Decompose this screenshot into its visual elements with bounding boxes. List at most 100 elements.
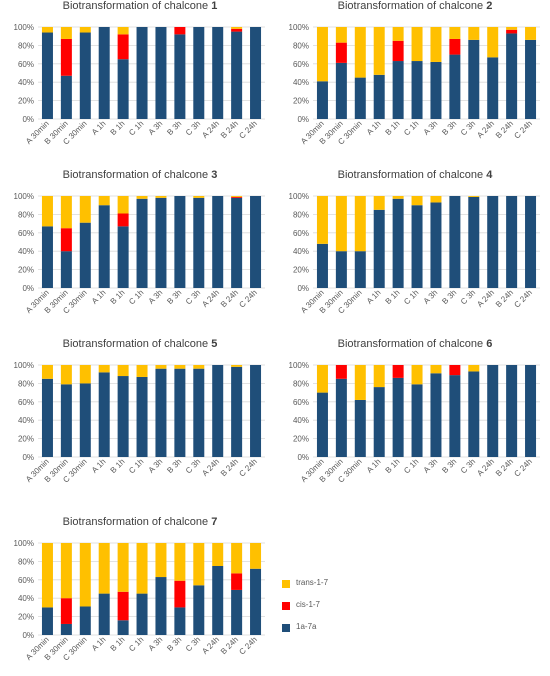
bar-segment-1a-7a: [354, 399, 366, 457]
bar-segment-1a-7a: [155, 368, 167, 457]
bar-segment-trans-1-7: [98, 365, 110, 373]
bar-segment-trans-1-7: [449, 27, 461, 39]
x-tick-label: A 24h: [200, 119, 221, 140]
y-tick-label: 0%: [297, 453, 309, 462]
y-tick-label: 0%: [22, 115, 34, 124]
bar-segment-1a-7a: [231, 589, 243, 635]
bar-segment-trans-1-7: [193, 543, 205, 586]
x-tick-label: B 24h: [219, 288, 240, 309]
bar-segment-trans-1-7: [411, 27, 423, 62]
bar-segment-1a-7a: [41, 378, 53, 457]
y-tick-label: 100%: [289, 23, 309, 32]
bar-segment-trans-1-7: [79, 543, 91, 607]
bar-segment-trans-1-7: [316, 196, 328, 244]
bar-segment-1a-7a: [174, 196, 186, 288]
x-tick-label: B 1h: [109, 635, 127, 653]
bar-segment-1a-7a: [430, 373, 442, 457]
bar-segment-1a-7a: [316, 81, 328, 119]
bar-segment-trans-1-7: [468, 27, 480, 40]
x-tick-label: B 24h: [219, 119, 240, 140]
bar-segment-trans-1-7: [193, 196, 205, 198]
y-tick-label: 60%: [18, 229, 34, 238]
bar-segment-trans-1-7: [60, 543, 72, 599]
bar-segment-cis-1-7: [231, 573, 243, 590]
x-tick-label: A 24h: [200, 635, 221, 656]
bar-segment-trans-1-7: [487, 27, 499, 58]
chart-title: Biotransformation of chalcone 4: [337, 169, 493, 181]
y-tick-label: 40%: [18, 594, 34, 603]
bar-segment-1a-7a: [449, 54, 461, 119]
bar-segment-1a-7a: [250, 196, 262, 288]
x-tick-label: C 1h: [402, 288, 420, 306]
bar-segment-trans-1-7: [373, 196, 385, 210]
y-tick-label: 60%: [293, 229, 309, 238]
y-tick-label: 80%: [18, 557, 34, 566]
chart-panel-2: Biotransformation of chalcone 2 0% 20% 40%…: [280, 0, 550, 160]
bar-segment-1a-7a: [525, 365, 537, 457]
bar-segment-cis-1-7: [117, 213, 129, 227]
bar-segment-trans-1-7: [373, 27, 385, 75]
x-tick-label: C 3h: [184, 119, 202, 137]
x-tick-label: B 24h: [494, 288, 515, 309]
bar-segment-cis-1-7: [231, 196, 243, 198]
x-tick-label: C 3h: [184, 288, 202, 306]
x-tick-label: A 3h: [147, 635, 165, 653]
y-tick-label: 20%: [18, 97, 34, 106]
chart-title: Biotransformation of chalcone 7: [62, 516, 218, 528]
bar-segment-1a-7a: [449, 375, 461, 457]
bar-segment-1a-7a: [373, 209, 385, 288]
bar-segment-trans-1-7: [98, 543, 110, 594]
x-tick-label: C 3h: [459, 288, 477, 306]
x-tick-label: C 3h: [184, 457, 202, 475]
bar-segment-1a-7a: [60, 384, 72, 457]
bar-segment-trans-1-7: [250, 543, 262, 569]
bar-segment-1a-7a: [316, 392, 328, 457]
x-tick-label: C 3h: [459, 457, 477, 475]
x-tick-label: C 24h: [237, 288, 258, 309]
y-tick-label: 100%: [14, 361, 34, 370]
legend-item-cis: cis-1-7: [282, 600, 402, 612]
x-tick-label: B 1h: [109, 119, 127, 137]
y-tick-label: 60%: [18, 60, 34, 69]
bar-segment-1a-7a: [79, 32, 91, 119]
chart-panel-1: Biotransformation of chalcone 1 0% 20% 40%…: [5, 0, 275, 160]
bar-segment-1a-7a: [41, 226, 53, 288]
bar-segment-1a-7a: [250, 568, 262, 635]
y-tick-label: 60%: [293, 60, 309, 69]
bar-segment-trans-1-7: [392, 27, 404, 41]
y-tick-label: 40%: [18, 416, 34, 425]
bar-segment-1a-7a: [487, 365, 499, 457]
bar-segment-trans-1-7: [136, 196, 148, 199]
bar-segment-1a-7a: [117, 59, 129, 119]
bar-segment-1a-7a: [411, 205, 423, 288]
x-tick-label: C 24h: [237, 119, 258, 140]
y-tick-label: 40%: [293, 78, 309, 87]
x-tick-label: B 24h: [494, 457, 515, 478]
y-tick-label: 0%: [297, 284, 309, 293]
bar-segment-1a-7a: [79, 606, 91, 635]
bar-segment-trans-1-7: [155, 196, 167, 198]
chart-title: Biotransformation of chalcone 6: [337, 338, 493, 350]
y-tick-label: 0%: [22, 631, 34, 640]
x-tick-label: C 1h: [127, 119, 145, 137]
bar-segment-1a-7a: [117, 620, 129, 635]
bar-segment-trans-1-7: [41, 365, 53, 379]
bar-segment-1a-7a: [468, 371, 480, 457]
bar-segment-1a-7a: [117, 226, 129, 288]
x-tick-label: A 1h: [365, 119, 383, 137]
y-tick-label: 40%: [293, 416, 309, 425]
bar-segment-cis-1-7: [60, 38, 72, 76]
bar-segment-trans-1-7: [117, 196, 129, 214]
bar-segment-cis-1-7: [174, 580, 186, 608]
y-tick-label: 80%: [293, 41, 309, 50]
bar-segment-trans-1-7: [79, 27, 91, 33]
legend-item-1a-7a: 1a-7a: [282, 622, 402, 634]
chart-panel-7: Biotransformation of chalcone 7 0% 20% 40%…: [5, 516, 275, 676]
bar-segment-cis-1-7: [60, 598, 72, 624]
bar-segment-trans-1-7: [98, 196, 110, 206]
bar-segment-1a-7a: [193, 368, 205, 457]
y-tick-label: 80%: [293, 379, 309, 388]
y-tick-label: 40%: [18, 247, 34, 256]
